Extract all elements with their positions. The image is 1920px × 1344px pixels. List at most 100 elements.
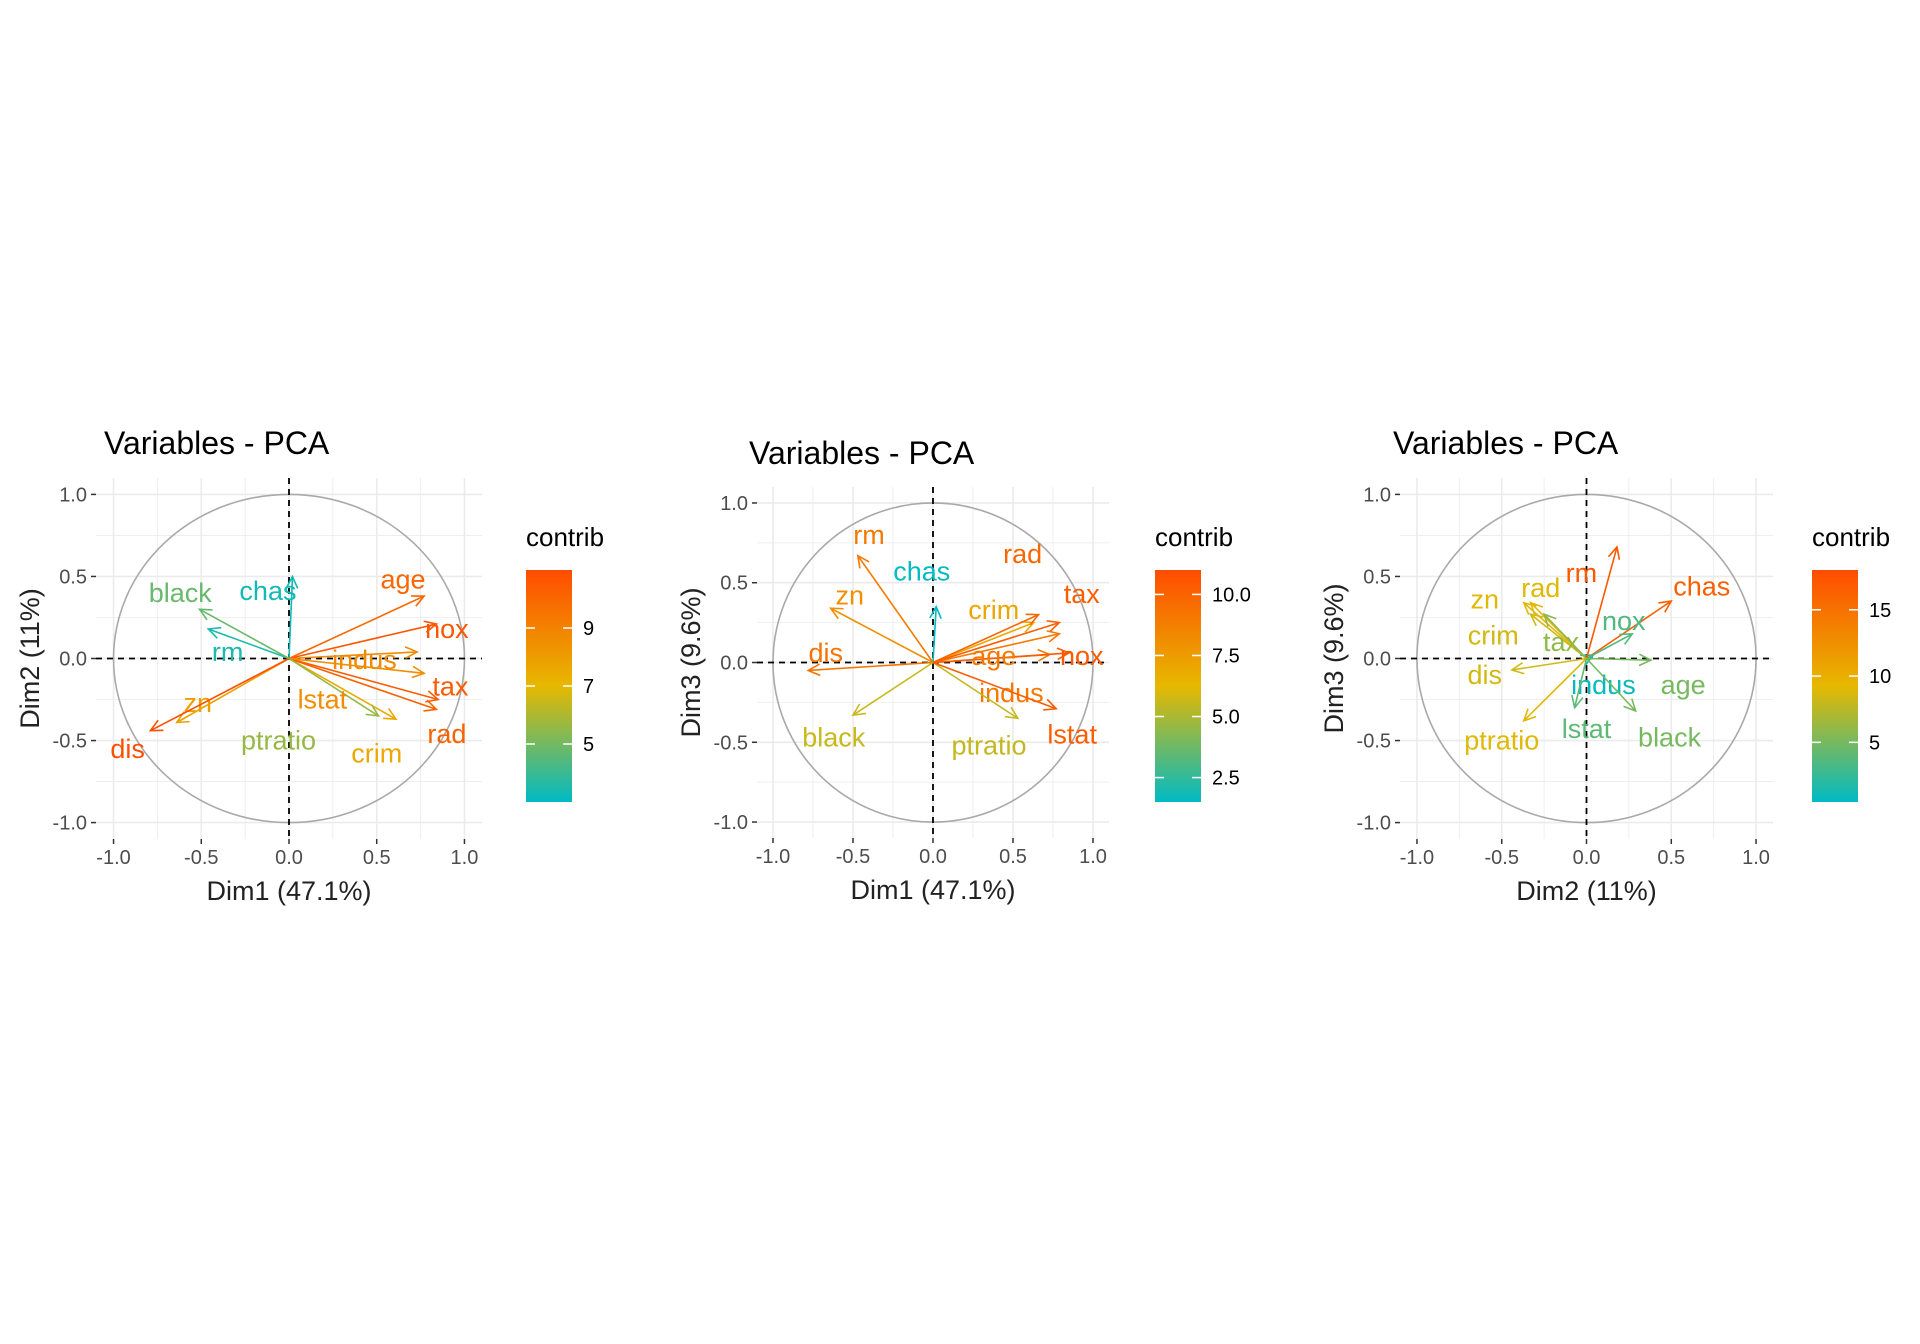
- variable-ptratio: ptratio: [932, 661, 1027, 760]
- y-tick-label: -0.5: [1357, 731, 1391, 753]
- arrow-head-zn: [175, 711, 190, 724]
- x-tick-label: -0.5: [836, 846, 870, 868]
- arrow-head-crim: [383, 708, 398, 721]
- variable-rm: rm: [206, 626, 290, 667]
- variable-ptratio: ptratio: [1464, 657, 1588, 756]
- arrow-tax: [288, 657, 439, 701]
- arrow-head-chas: [285, 574, 299, 589]
- arrow-head-rm: [856, 554, 870, 569]
- arrow-zn: [176, 657, 290, 724]
- arrow-tax: [932, 621, 1060, 664]
- y-tick-label: -1.0: [53, 813, 87, 835]
- arrow-head-age: [1046, 630, 1062, 643]
- legend-tick-label: 10: [1869, 666, 1891, 688]
- arrow-rm: [208, 628, 290, 660]
- arrow-black: [852, 661, 934, 716]
- x-axis-title: Dim2 (11%): [1516, 876, 1657, 906]
- variable-age: age: [288, 565, 426, 660]
- y-axis-title: Dim3 (9.6%): [1319, 583, 1349, 733]
- x-tick-label: -1.0: [756, 846, 790, 868]
- label-nox: nox: [425, 614, 469, 644]
- label-crim: crim: [1468, 621, 1519, 651]
- label-indus: indus: [979, 678, 1044, 708]
- x-tick-label: 1.0: [1742, 847, 1770, 869]
- arrow-head-ptratio: [1004, 706, 1020, 720]
- x-tick-label: -0.5: [184, 847, 218, 869]
- label-chas: chas: [893, 557, 950, 587]
- y-tick-label: 0.0: [1363, 649, 1391, 671]
- arrow-rad: [288, 657, 437, 711]
- x-tick-label: -1.0: [96, 847, 130, 869]
- x-tick-label: 0.0: [1573, 847, 1601, 869]
- legend: contrib 2.5 5.0 7.5 10.0: [1155, 522, 1251, 802]
- label-lstat: lstat: [298, 685, 348, 715]
- arrow-nox: [1586, 633, 1633, 660]
- variable-age: age: [1586, 653, 1706, 700]
- label-ptratio: ptratio: [1464, 726, 1539, 756]
- label-ptratio: ptratio: [241, 726, 316, 756]
- variable-lstat: lstat: [932, 661, 1097, 749]
- arrow-head-rad: [1025, 613, 1041, 626]
- arrow-head-tax: [1542, 612, 1557, 627]
- arrow-head-rad: [423, 699, 439, 712]
- arrow-age: [1586, 657, 1651, 661]
- variable-dis: dis: [1468, 657, 1587, 690]
- arrow-head-ptratio: [1522, 708, 1537, 723]
- arrow-crim: [288, 657, 397, 720]
- x-tick-label: 1.0: [1079, 846, 1107, 868]
- y-axis-title: Dim2 (11%): [15, 588, 45, 729]
- variable-rm: rm: [1566, 545, 1621, 659]
- variable-dis: dis: [110, 657, 290, 764]
- arrow-head-rm: [206, 626, 222, 639]
- label-black: black: [1638, 722, 1702, 752]
- arrow-head-age: [1638, 653, 1653, 667]
- x-tick-label: 0.5: [363, 847, 391, 869]
- arrow-chas: [1586, 600, 1672, 660]
- arrow-head-age: [411, 595, 426, 607]
- variable-crim: crim: [1468, 613, 1587, 660]
- label-nox: nox: [1602, 606, 1646, 636]
- label-black: black: [149, 578, 213, 608]
- arrow-head-chas: [1658, 600, 1673, 613]
- label-indus: indus: [332, 645, 397, 675]
- label-zn: zn: [836, 580, 865, 610]
- label-zn: zn: [183, 688, 212, 718]
- arrow-head-black: [1623, 698, 1637, 713]
- arrow-head-crim: [1020, 620, 1036, 633]
- arrow-ptratio: [1523, 657, 1588, 722]
- label-chas: chas: [239, 576, 296, 606]
- arrow-crim: [932, 621, 1035, 664]
- variable-tax: tax: [1542, 612, 1588, 660]
- arrow-age: [932, 633, 1060, 664]
- label-chas: chas: [1673, 571, 1730, 601]
- panel-title: Variables - PCA: [104, 425, 330, 461]
- legend-tick-label: 7: [583, 676, 594, 698]
- arrow-head-chas: [929, 604, 942, 619]
- variable-black: black: [149, 578, 290, 660]
- label-nox: nox: [1060, 641, 1104, 671]
- y-tick-label: -0.5: [714, 732, 748, 754]
- y-tick-label: -0.5: [53, 731, 87, 753]
- pca-panel-1: -1.0 -1.0 -0.5 -0.5 0.0 0.0 0.5 0.5 1.0 1.0 Variab…: [15, 425, 604, 906]
- label-lstat: lstat: [1562, 714, 1612, 744]
- variable-chas: chas: [893, 557, 950, 663]
- arrow-head-rad: [1529, 601, 1544, 616]
- y-tick-label: 1.0: [720, 493, 748, 515]
- label-tax: tax: [1064, 579, 1101, 609]
- label-dis: dis: [1468, 660, 1503, 690]
- arrow-nox: [932, 652, 1070, 664]
- legend-colorbar: [1812, 570, 1858, 802]
- y-tick-label: 0.0: [59, 649, 87, 671]
- arrow-lstat: [288, 657, 425, 675]
- arrow-tax: [1543, 613, 1588, 660]
- arrow-head-nox: [1619, 633, 1634, 645]
- legend-tick-label: 5.0: [1212, 707, 1240, 729]
- label-age: age: [1661, 670, 1706, 700]
- pca-panel-3: -1.0 -1.0 -0.5 -0.5 0.0 0.0 0.5 0.5 1.0 1.0 Variab…: [1319, 425, 1891, 906]
- x-tick-label: 0.0: [275, 847, 303, 869]
- label-age: age: [381, 565, 426, 595]
- arrow-head-nox: [1056, 647, 1071, 661]
- arrow-head-tax: [425, 690, 440, 703]
- variable-nox: nox: [932, 641, 1104, 671]
- y-tick-label: 0.5: [720, 573, 748, 595]
